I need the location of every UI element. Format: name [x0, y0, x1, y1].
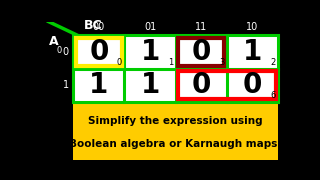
- Text: 10: 10: [246, 22, 259, 32]
- Text: 01: 01: [144, 22, 156, 32]
- Text: 0: 0: [117, 58, 122, 67]
- Bar: [178, 38, 224, 66]
- Text: 1: 1: [168, 58, 173, 67]
- Text: 1: 1: [62, 80, 69, 90]
- Text: 0: 0: [57, 46, 62, 55]
- Text: 11: 11: [195, 22, 207, 32]
- Text: 0: 0: [62, 47, 69, 57]
- Text: 0: 0: [191, 71, 211, 99]
- Text: 0: 0: [191, 38, 211, 66]
- Text: A: A: [49, 35, 59, 48]
- Bar: [73, 35, 278, 102]
- Text: Boolean algebra or Karnaugh maps.: Boolean algebra or Karnaugh maps.: [69, 139, 282, 149]
- Text: 00: 00: [93, 22, 105, 32]
- Bar: [73, 35, 278, 102]
- Text: 1: 1: [140, 71, 160, 99]
- Bar: [76, 38, 122, 66]
- Text: 1: 1: [140, 38, 160, 66]
- Text: 2: 2: [270, 58, 276, 67]
- Text: Simplify the expression using: Simplify the expression using: [88, 116, 263, 127]
- Text: 3: 3: [219, 58, 224, 67]
- Text: 6: 6: [270, 91, 276, 100]
- Text: 1: 1: [89, 71, 108, 99]
- Text: 0: 0: [243, 71, 262, 99]
- Text: BC: BC: [84, 19, 103, 32]
- Text: 0: 0: [89, 38, 108, 66]
- Bar: [178, 71, 276, 99]
- Bar: [73, 103, 278, 160]
- Text: 1: 1: [243, 38, 262, 66]
